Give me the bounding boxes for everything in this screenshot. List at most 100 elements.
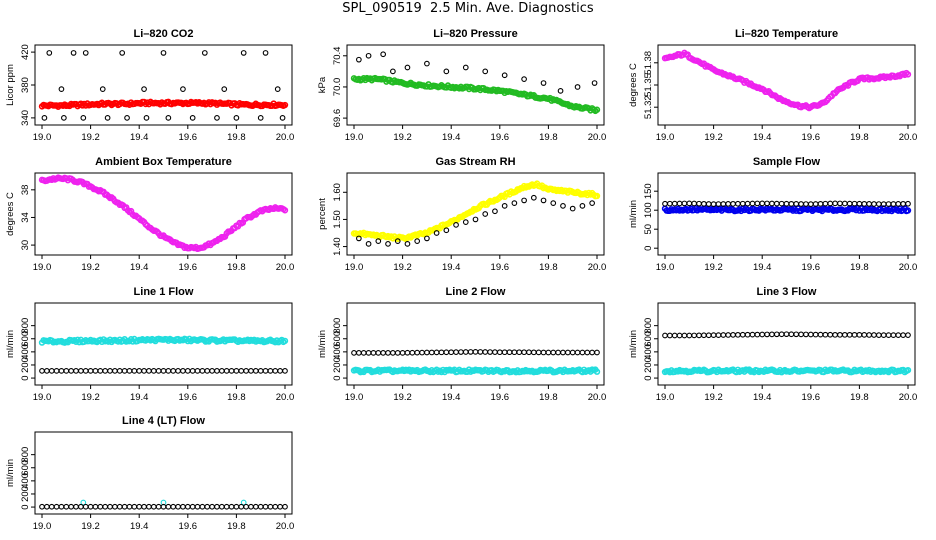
x-tick-label: 19.4 [442,392,461,403]
y-tick-label: 1.40 [332,237,343,256]
x-tick-label: 19.6 [491,262,510,273]
data-point [841,200,848,207]
data-point [467,349,474,355]
data-point [482,211,489,217]
plot-frame [657,44,916,126]
data-point [880,332,887,339]
data-point [574,84,581,90]
data-point [160,50,167,56]
data-point [404,349,411,356]
data-point [248,503,254,510]
data-point [238,503,245,510]
plot-frame [346,302,605,386]
data-point [871,332,877,338]
data-point [443,349,450,356]
data-point [516,349,523,356]
data-point [593,368,601,375]
data-point [252,503,259,510]
data-point [165,368,172,374]
series-rh [350,180,601,243]
data-point [477,349,484,355]
plot-frame [657,302,916,386]
data-point [487,349,493,355]
data-point [885,332,892,339]
data-point [904,71,912,78]
data-point [812,331,819,338]
series-temperature [661,49,912,112]
data-point [281,207,289,214]
x-tick-label: 19.4 [442,262,461,273]
data-point [63,368,70,374]
data-point [730,200,736,207]
data-point [189,503,196,510]
data-point [272,503,279,510]
data-point [126,503,133,510]
data-point [189,115,196,121]
data-point [143,115,150,121]
data-point [204,503,211,510]
data-point [82,50,89,56]
x-tick-label: 19.8 [539,262,558,273]
data-point [705,201,712,207]
x-tick-label: 19.0 [656,132,675,143]
x-tick-label: 20.0 [899,392,918,403]
y-tick-label: 800 [20,447,31,463]
x-tick-label: 20.0 [276,392,295,403]
data-point [199,503,206,510]
data-point [472,216,479,223]
data-point [394,349,401,356]
data-point [92,368,99,374]
data-point [184,368,191,374]
data-point [80,499,87,506]
chart-line3: Line 3 Flow 19.0 19.2 19.4 19.6 19.8 20.0 0 2004… [628,286,917,403]
data-point [866,201,872,207]
y-tick-label: 69.6 [332,109,343,128]
data-point [662,332,668,339]
data-point [240,50,247,56]
data-point [365,349,372,356]
data-point [453,222,459,228]
data-point [194,503,201,510]
data-point [131,503,138,510]
data-point [769,331,775,338]
data-point [351,349,357,356]
data-point [252,368,259,374]
data-point [58,368,65,374]
data-point [184,503,191,510]
data-point [569,349,576,356]
data-point [904,207,912,214]
data-point [121,503,128,510]
x-tick-label: 19.6 [802,392,821,403]
data-point [560,349,566,356]
data-point [905,200,911,207]
x-tick-label: 19.4 [130,132,149,143]
data-point [433,349,440,356]
data-point [904,366,912,374]
data-point [124,115,130,121]
data-point [136,503,143,510]
data-point [223,368,230,374]
data-point [681,332,688,339]
series-outliers [46,50,281,92]
data-point [759,331,766,338]
data-point [788,331,795,338]
data-point [136,368,143,374]
x-tick-label: 19.6 [179,392,198,403]
data-point [141,86,147,92]
series-other [662,331,911,339]
data-point [58,503,65,510]
data-point [550,200,557,206]
data-point [146,503,152,510]
data-point [380,349,387,356]
x-tick-label: 19.2 [393,392,412,403]
chart-ambient: Ambient Box Temperature 19.0 19.2 19.4 19.6 1… [5,156,294,273]
data-point [579,203,586,209]
data-point [119,50,126,56]
x-tick-label: 19.2 [704,132,723,143]
data-point [68,368,75,374]
x-tick-label: 19.8 [850,392,869,403]
x-tick-label: 19.2 [704,262,723,273]
data-point [710,332,717,339]
data-point [180,503,186,510]
data-point [279,115,286,121]
